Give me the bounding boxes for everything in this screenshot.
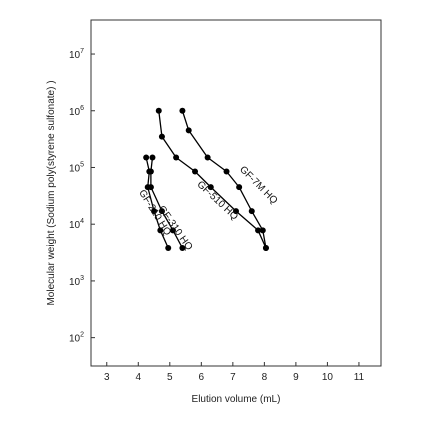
y-tick-exponent: 3: [80, 275, 84, 282]
data-point: [204, 154, 211, 161]
x-tick-label: 6: [199, 372, 205, 383]
x-tick-label: 7: [230, 372, 236, 383]
data-point: [151, 208, 158, 215]
data-point: [147, 168, 154, 175]
data-point: [262, 245, 269, 252]
y-tick-label: 102: [69, 332, 84, 345]
y-tick-exponent: 5: [80, 161, 84, 168]
y-tick-label: 105: [69, 161, 84, 174]
y-tick-exponent: 4: [80, 218, 84, 225]
y-tick-label: 107: [69, 48, 84, 61]
data-point: [165, 245, 172, 252]
y-tick-exponent: 7: [80, 48, 84, 55]
series-line: [181, 110, 267, 249]
data-point: [147, 184, 154, 191]
data-point: [169, 227, 176, 234]
x-tick-label: 9: [293, 372, 299, 383]
data-point: [223, 168, 230, 175]
data-point: [255, 227, 262, 234]
data-point: [155, 107, 162, 114]
x-tick-label: 4: [136, 372, 142, 383]
series-line: [158, 110, 267, 249]
data-point: [179, 245, 186, 252]
series-label: GF-7M HQ: [237, 164, 280, 207]
x-tick-label: 10: [322, 372, 334, 383]
x-tick-label: 5: [167, 372, 173, 383]
data-point: [158, 133, 165, 140]
y-tick-base: 10: [69, 277, 81, 288]
y-tick-base: 10: [69, 163, 81, 174]
x-axis-ticks: 3 4 5 6 7 8 9 10 11: [104, 362, 365, 383]
series-group: [143, 107, 269, 252]
x-tick-label: 3: [104, 372, 110, 383]
x-tick-label: 11: [354, 372, 365, 383]
y-tick-base: 10: [69, 50, 81, 61]
y-tick-base: 10: [69, 220, 81, 231]
y-axis-label: Molecular weight (Sodium poly(styrene su…: [46, 80, 57, 305]
data-point: [236, 184, 243, 191]
y-tick-label: 106: [69, 105, 84, 118]
y-tick-exponent: 2: [80, 332, 84, 339]
x-tick-label: 8: [262, 372, 268, 383]
data-point: [259, 227, 266, 234]
data-point: [207, 184, 214, 191]
plot-frame: [90, 19, 382, 367]
y-tick-base: 10: [69, 334, 81, 345]
data-point: [233, 208, 239, 215]
data-point: [185, 127, 192, 134]
y-tick-exponent: 6: [80, 105, 84, 112]
y-tick-label: 104: [69, 218, 84, 231]
x-axis-label: Elution volume (mL): [192, 394, 281, 405]
data-point: [157, 227, 164, 234]
data-point: [149, 154, 156, 161]
data-point: [143, 154, 150, 161]
y-tick-label: 103: [69, 275, 84, 288]
data-point: [173, 154, 180, 161]
data-point: [248, 208, 255, 215]
data-point: [158, 208, 165, 215]
series-label: GF-510 HQ: [195, 179, 240, 222]
y-tick-base: 10: [69, 107, 81, 118]
data-point: [192, 168, 199, 175]
data-point: [179, 107, 186, 114]
